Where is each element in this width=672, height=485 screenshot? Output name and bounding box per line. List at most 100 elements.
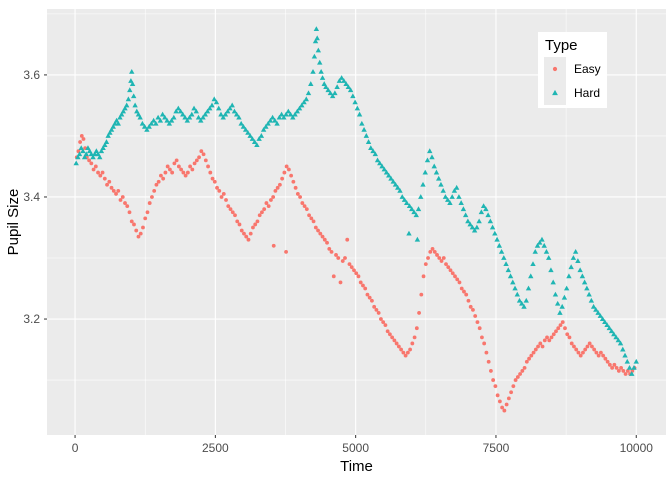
- data-point-hard: [193, 108, 199, 114]
- data-point-easy: [203, 158, 208, 163]
- data-point-easy: [601, 353, 606, 358]
- data-point-easy: [163, 170, 168, 175]
- data-point-easy: [572, 344, 576, 349]
- data-point-easy: [569, 341, 574, 346]
- data-point-hard: [107, 129, 113, 135]
- data-point-easy: [405, 350, 410, 355]
- data-point-easy: [531, 350, 536, 355]
- data-point-hard: [514, 291, 520, 297]
- data-point-hard: [184, 117, 190, 123]
- data-point-hard: [388, 175, 394, 181]
- data-point-hard: [606, 325, 613, 331]
- data-point-easy: [91, 167, 96, 172]
- data-point-easy: [152, 188, 157, 193]
- data-point-hard: [390, 178, 396, 184]
- data-point-hard: [586, 291, 592, 297]
- data-point-easy: [331, 274, 336, 279]
- data-point-hard: [498, 249, 505, 254]
- data-point-easy: [138, 231, 143, 236]
- data-point-hard: [370, 148, 376, 154]
- data-point-hard: [584, 285, 590, 291]
- data-point-hard: [120, 108, 127, 114]
- data-point-easy: [372, 304, 377, 309]
- data-point-hard: [227, 105, 233, 111]
- data-point-hard: [139, 120, 146, 126]
- data-point-hard: [563, 285, 570, 291]
- data-point-hard: [530, 261, 536, 267]
- data-point-easy: [450, 271, 455, 276]
- data-point-hard: [611, 331, 617, 337]
- data-point-hard: [276, 114, 283, 120]
- data-point-hard: [129, 81, 136, 86]
- data-point-hard: [550, 279, 556, 285]
- data-point-hard: [449, 194, 455, 199]
- data-point-easy: [585, 344, 590, 349]
- data-point-easy: [596, 353, 601, 358]
- data-point-hard: [211, 96, 217, 102]
- data-point-easy: [246, 237, 251, 242]
- data-point-hard: [115, 120, 121, 126]
- data-point-hard: [377, 160, 383, 166]
- data-point-hard: [456, 194, 462, 199]
- data-point-hard: [103, 139, 110, 144]
- data-point-hard: [354, 105, 361, 111]
- data-point-easy: [358, 280, 363, 285]
- data-point-easy: [527, 356, 531, 361]
- data-point-hard: [429, 154, 435, 160]
- data-point-easy: [513, 378, 518, 382]
- data-point-easy: [102, 176, 107, 181]
- data-point-hard: [134, 108, 140, 114]
- data-point-hard: [559, 303, 565, 309]
- data-point-easy: [185, 170, 190, 175]
- data-point-easy: [410, 341, 415, 346]
- data-point-hard: [105, 133, 111, 138]
- data-point-hard: [93, 148, 100, 154]
- data-point-easy: [367, 295, 372, 300]
- data-point-easy: [271, 195, 276, 199]
- data-point-easy: [322, 237, 327, 242]
- data-point-easy: [607, 362, 612, 367]
- data-point-easy: [484, 350, 489, 355]
- data-point-hard: [281, 114, 287, 120]
- data-point-easy: [87, 158, 91, 163]
- data-point-hard: [195, 114, 202, 120]
- data-point-easy: [625, 369, 630, 373]
- data-point-hard: [363, 133, 370, 138]
- data-point-easy: [120, 195, 125, 199]
- data-point-hard: [209, 102, 215, 108]
- data-point-easy: [392, 338, 397, 343]
- data-point-hard: [608, 328, 615, 334]
- data-point-hard: [108, 126, 115, 132]
- data-point-hard: [198, 117, 204, 123]
- data-point-hard: [593, 306, 599, 312]
- data-point-hard: [588, 297, 595, 303]
- data-point-hard: [532, 249, 538, 254]
- data-point-easy: [396, 344, 401, 349]
- data-point-easy: [226, 204, 231, 209]
- data-point-easy: [421, 274, 426, 279]
- x-axis-tick-label: 10000: [620, 441, 654, 455]
- data-point-hard: [438, 181, 444, 187]
- data-point-easy: [471, 307, 475, 312]
- data-point-hard: [345, 84, 352, 90]
- data-point-easy: [361, 283, 365, 288]
- data-point-easy: [165, 164, 170, 169]
- data-point-hard: [372, 151, 379, 157]
- data-point-easy: [605, 359, 610, 364]
- data-point-easy: [282, 170, 287, 175]
- data-point-hard: [150, 117, 157, 123]
- data-point-hard: [440, 187, 446, 193]
- data-point-easy: [280, 176, 285, 181]
- data-point-hard: [315, 47, 322, 53]
- data-point-easy: [136, 234, 141, 239]
- data-point-hard: [431, 163, 437, 169]
- data-point-easy: [556, 326, 561, 331]
- data-point-hard: [287, 111, 294, 117]
- data-point-easy: [379, 317, 383, 321]
- data-point-hard: [299, 102, 305, 108]
- data-point-easy: [197, 155, 201, 160]
- data-point-hard: [317, 59, 323, 65]
- data-point-hard: [492, 230, 498, 236]
- data-point-easy: [567, 335, 572, 340]
- data-point-easy: [419, 292, 424, 297]
